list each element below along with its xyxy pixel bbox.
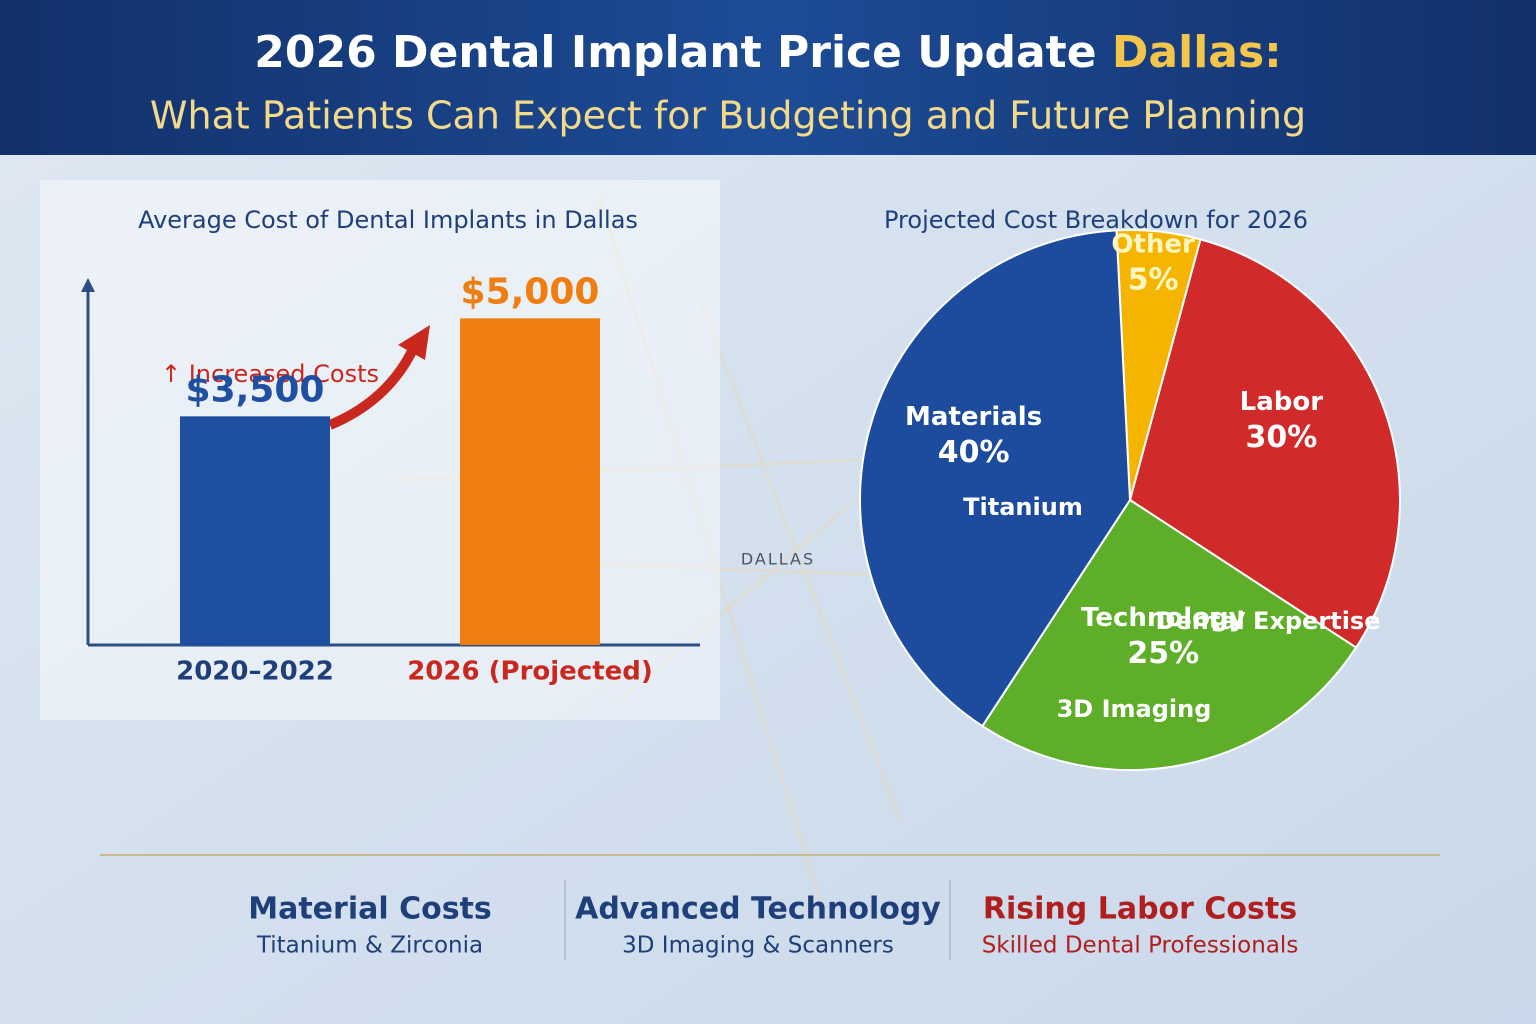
pie-value-label: 40% bbox=[938, 435, 1010, 470]
footer-title: Material Costs bbox=[248, 892, 492, 927]
footer-title: Rising Labor Costs bbox=[983, 892, 1297, 927]
pie-slice bbox=[1128, 238, 1401, 649]
pie-chart-title: Projected Cost Breakdown for 2026 bbox=[884, 206, 1308, 234]
footer-subtitle: Titanium & Zirconia bbox=[256, 933, 483, 959]
value-label: $5,000 bbox=[461, 271, 600, 312]
pie-label: Other bbox=[1111, 230, 1195, 260]
pie-value-label: 5% bbox=[1128, 263, 1179, 298]
pie-slice bbox=[859, 229, 1132, 728]
pie-value-label: 25% bbox=[1127, 636, 1199, 671]
increase-arrow bbox=[328, 342, 420, 430]
title-highlight: Dallas: bbox=[1112, 27, 1282, 78]
pie-value-label: 30% bbox=[1245, 420, 1317, 455]
pie-sublabel: Dental Expertise bbox=[1156, 607, 1381, 635]
pie-sublabel: 3D Imaging bbox=[1057, 695, 1212, 723]
pie-label: Technology bbox=[1081, 603, 1246, 633]
bar bbox=[460, 318, 600, 645]
pie-slice bbox=[981, 498, 1358, 771]
y-axis-arrow bbox=[81, 278, 95, 292]
increase-arrow-head bbox=[398, 325, 430, 360]
header-subtitle: What Patients Can Expect for Budgeting a… bbox=[150, 94, 1306, 138]
header-band bbox=[0, 0, 1536, 155]
pie-label: Materials bbox=[905, 402, 1042, 432]
value-label: $3,500 bbox=[186, 369, 325, 410]
footer-subtitle: Skilled Dental Professionals bbox=[982, 933, 1299, 959]
bar-panel bbox=[40, 180, 720, 720]
map-roads bbox=[399, 199, 1001, 901]
footer-subtitle: 3D Imaging & Scanners bbox=[622, 933, 894, 959]
title-main: 2026 Dental Implant Price Update bbox=[254, 27, 1096, 78]
pie-label: Labor bbox=[1240, 387, 1324, 417]
bar-chart-title: Average Cost of Dental Implants in Dalla… bbox=[138, 206, 638, 234]
bar bbox=[180, 416, 330, 645]
footer-title: Advanced Technology bbox=[575, 892, 941, 927]
x-tick-label: 2026 (Projected) bbox=[407, 657, 653, 687]
x-tick-label: 2020–2022 bbox=[176, 657, 334, 687]
map-label: DALLAS bbox=[741, 550, 815, 569]
header-title: 2026 Dental Implant Price Update Dallas: bbox=[254, 27, 1282, 78]
pie-sublabel: Titanium bbox=[963, 493, 1083, 521]
annotation: ↑ Increased Costs bbox=[161, 360, 379, 388]
